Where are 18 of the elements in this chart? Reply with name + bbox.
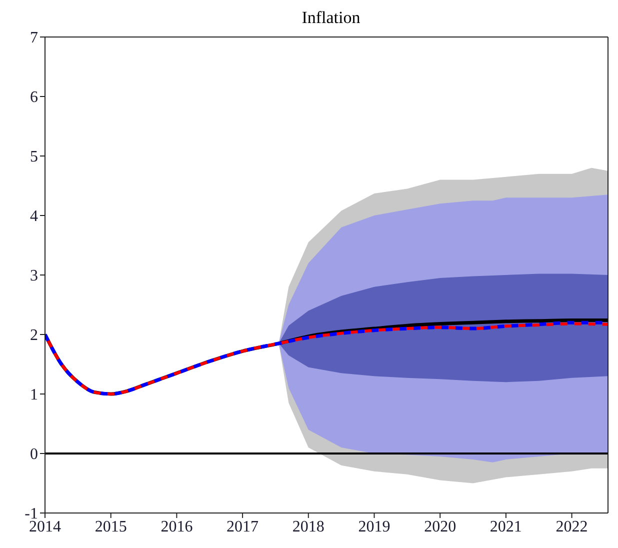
x-tick-label: 2022 xyxy=(556,518,588,536)
x-tick-label: 2015 xyxy=(94,518,127,536)
y-tick-label: 1 xyxy=(30,386,38,404)
x-tick-label: 2019 xyxy=(358,518,390,536)
chart-title: Inflation xyxy=(300,8,362,28)
y-tick-label: 0 xyxy=(30,446,38,464)
x-tick-label: 2018 xyxy=(292,518,324,536)
x-tick-label: 2016 xyxy=(160,518,193,536)
x-tick-label: 2017 xyxy=(226,518,259,536)
y-tick-label: 7 xyxy=(30,30,38,47)
x-tick-label: 2014 xyxy=(29,518,61,536)
y-tick-label: 5 xyxy=(30,148,38,166)
x-tick-label: 2021 xyxy=(490,518,522,536)
y-tick-label: 4 xyxy=(30,208,38,226)
y-tick-label: 6 xyxy=(30,89,38,106)
y-tick-label: 2 xyxy=(30,327,38,344)
y-tick-label: 3 xyxy=(30,268,38,285)
x-tick-label: 2020 xyxy=(424,518,456,536)
